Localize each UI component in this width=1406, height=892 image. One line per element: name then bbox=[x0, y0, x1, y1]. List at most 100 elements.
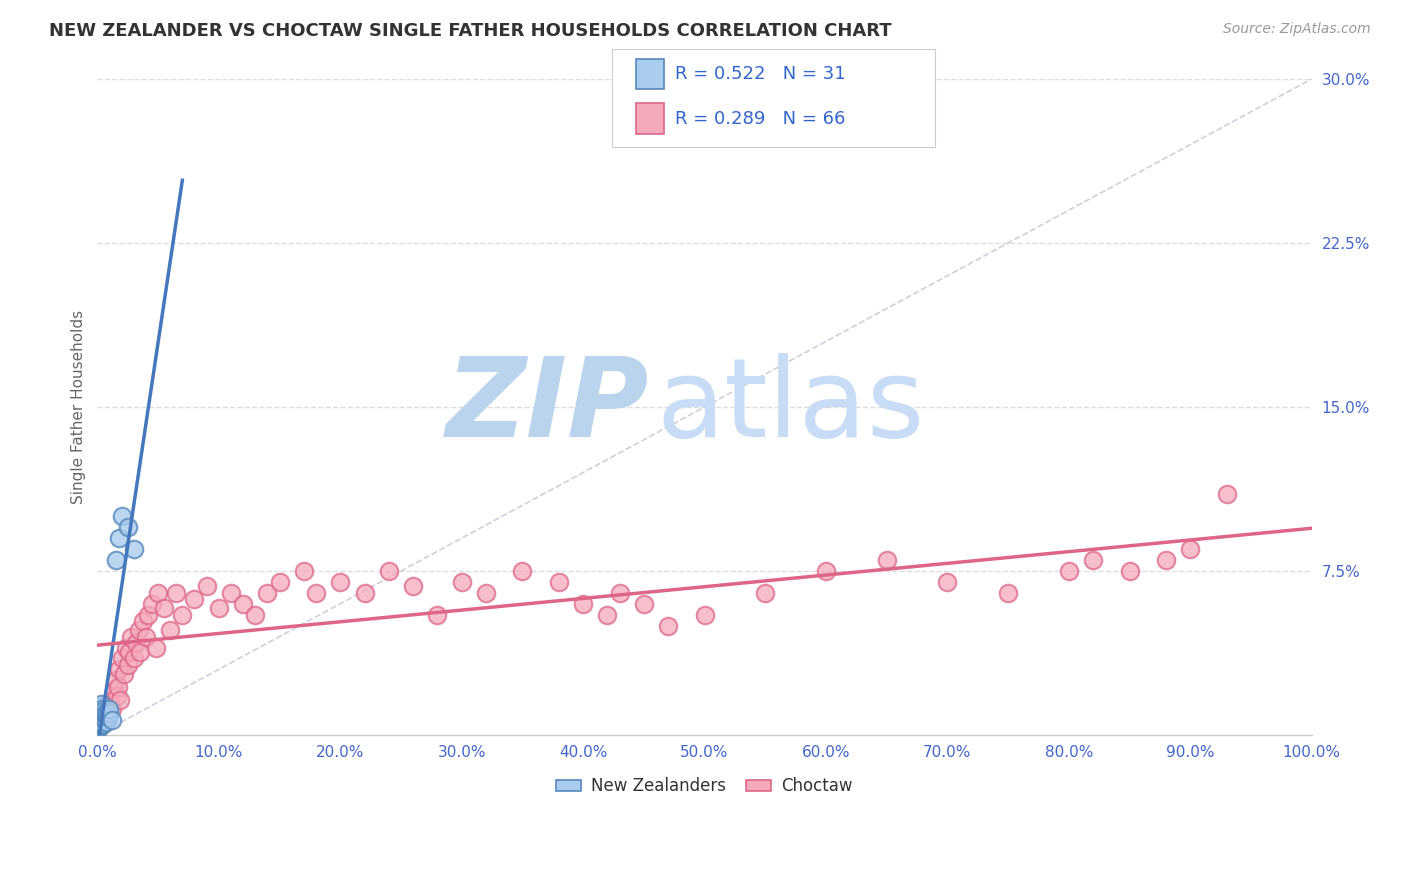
Point bbox=[93, 717, 115, 731]
Point bbox=[292, 564, 315, 578]
Point bbox=[754, 586, 776, 600]
Point bbox=[104, 553, 127, 567]
Text: NEW ZEALANDER VS CHOCTAW SINGLE FATHER HOUSEHOLDS CORRELATION CHART: NEW ZEALANDER VS CHOCTAW SINGLE FATHER H… bbox=[49, 22, 891, 40]
Point bbox=[120, 630, 142, 644]
Point bbox=[165, 586, 187, 600]
Point bbox=[547, 574, 569, 589]
Point bbox=[89, 713, 111, 727]
Text: ZIP: ZIP bbox=[446, 353, 650, 460]
Point bbox=[596, 607, 619, 622]
Point bbox=[195, 579, 218, 593]
Point bbox=[91, 714, 114, 729]
Point bbox=[104, 673, 127, 688]
Point bbox=[219, 586, 242, 600]
Point bbox=[90, 698, 112, 712]
Point bbox=[305, 586, 328, 600]
Point bbox=[118, 645, 141, 659]
Point bbox=[101, 713, 124, 727]
Point bbox=[450, 574, 472, 589]
Point bbox=[105, 689, 128, 703]
Text: atlas: atlas bbox=[657, 353, 925, 460]
Text: R = 0.522   N = 31: R = 0.522 N = 31 bbox=[675, 65, 845, 83]
Point bbox=[115, 640, 138, 655]
Point bbox=[512, 564, 534, 578]
Point bbox=[103, 684, 125, 698]
Point bbox=[141, 597, 163, 611]
Point bbox=[146, 586, 169, 600]
Point bbox=[98, 706, 121, 720]
Point bbox=[814, 564, 837, 578]
Point bbox=[475, 586, 498, 600]
Point bbox=[89, 706, 111, 720]
Point bbox=[378, 564, 401, 578]
Y-axis label: Single Father Households: Single Father Households bbox=[72, 310, 86, 504]
Legend: New Zealanders, Choctaw: New Zealanders, Choctaw bbox=[550, 771, 859, 802]
Point bbox=[232, 597, 254, 611]
Point bbox=[159, 623, 181, 637]
Point bbox=[122, 542, 145, 557]
Point bbox=[1057, 564, 1080, 578]
Point bbox=[91, 702, 114, 716]
Point bbox=[208, 601, 231, 615]
Point bbox=[87, 706, 110, 720]
Point bbox=[1154, 553, 1177, 567]
Point bbox=[633, 597, 655, 611]
Point bbox=[107, 680, 129, 694]
Point bbox=[87, 722, 110, 736]
Point bbox=[94, 714, 117, 729]
Point bbox=[183, 592, 205, 607]
Point bbox=[90, 717, 112, 731]
Point bbox=[97, 710, 120, 724]
Point bbox=[96, 708, 118, 723]
Point bbox=[89, 699, 111, 714]
Point bbox=[125, 636, 148, 650]
Point bbox=[122, 651, 145, 665]
Point bbox=[402, 579, 425, 593]
Point bbox=[111, 509, 134, 524]
Point bbox=[110, 693, 132, 707]
Point bbox=[353, 586, 375, 600]
Point bbox=[135, 630, 157, 644]
Point bbox=[256, 586, 278, 600]
Point bbox=[128, 623, 150, 637]
Point bbox=[108, 531, 131, 545]
Point bbox=[128, 645, 150, 659]
Point bbox=[93, 717, 115, 731]
Text: Source: ZipAtlas.com: Source: ZipAtlas.com bbox=[1223, 22, 1371, 37]
Point bbox=[98, 695, 121, 709]
Point bbox=[101, 702, 124, 716]
Point bbox=[876, 553, 898, 567]
Point bbox=[172, 607, 194, 622]
Point bbox=[609, 586, 631, 600]
Point bbox=[93, 704, 115, 718]
Point bbox=[145, 640, 167, 655]
Point bbox=[138, 607, 160, 622]
Point bbox=[87, 714, 110, 729]
Point bbox=[117, 658, 139, 673]
Point bbox=[657, 618, 679, 632]
Point bbox=[108, 662, 131, 676]
Point bbox=[93, 710, 115, 724]
Point bbox=[117, 520, 139, 534]
Point bbox=[93, 706, 115, 720]
Point bbox=[89, 719, 111, 733]
Point bbox=[94, 708, 117, 723]
Point bbox=[93, 713, 115, 727]
Point bbox=[426, 607, 449, 622]
Point bbox=[90, 704, 112, 718]
Point bbox=[572, 597, 595, 611]
Point bbox=[91, 708, 114, 723]
Point bbox=[1118, 564, 1140, 578]
Point bbox=[112, 666, 135, 681]
Point bbox=[693, 607, 716, 622]
Point bbox=[1215, 487, 1237, 501]
Point bbox=[936, 574, 959, 589]
Point bbox=[329, 574, 352, 589]
Point bbox=[245, 607, 267, 622]
Point bbox=[132, 615, 155, 629]
Point bbox=[96, 706, 118, 720]
Point bbox=[269, 574, 291, 589]
Point bbox=[98, 702, 121, 716]
Point bbox=[1081, 553, 1104, 567]
Point bbox=[153, 601, 176, 615]
